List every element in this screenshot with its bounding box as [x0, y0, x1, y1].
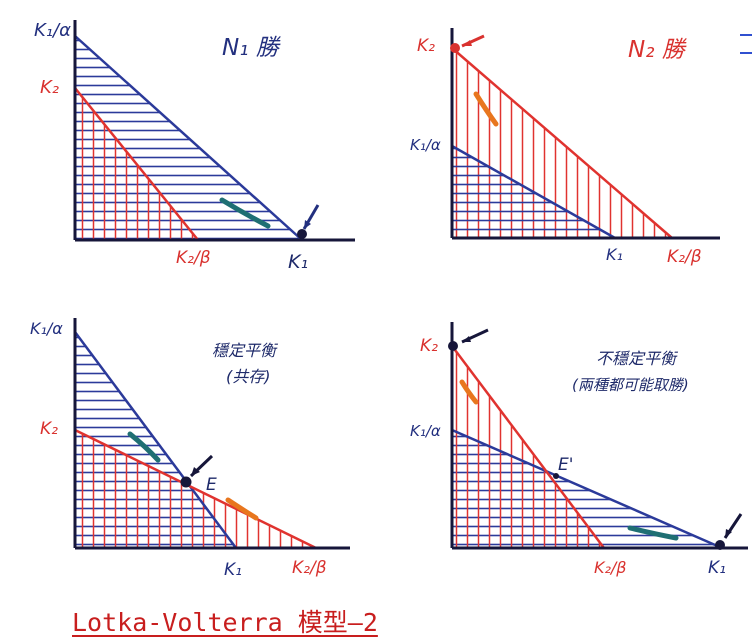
- pointer-arrowhead: [191, 467, 200, 476]
- panel-unstable-equilibrium: E' 不穩定平衡 (兩種都可能取勝) K₂ K₁/α K₂/β K₁: [410, 322, 748, 578]
- n1-isocline: [73, 331, 238, 549]
- x-label-left: K₂/β: [594, 558, 627, 577]
- trajectory-arrow-n2: [459, 379, 479, 405]
- panel-n2-wins: N₂ 勝 K₂ K₁/α K₁ K₂/β: [410, 28, 720, 267]
- panel-title: N₁ 勝: [222, 35, 282, 61]
- n1-isocline: [74, 35, 303, 241]
- unstable-point: [553, 473, 559, 479]
- y-label-lower: K₁/α: [410, 422, 441, 440]
- panel-stable-equilibrium: E 穩定平衡 (共存) K₁/α K₂ K₁ K₂/β: [30, 318, 350, 580]
- panel-title: 穩定平衡: [212, 341, 279, 360]
- n1-isocline: [451, 144, 616, 240]
- equilibrium-dot: [297, 229, 307, 239]
- n2-isocline: [74, 87, 199, 241]
- equilibrium-dot: [450, 43, 460, 53]
- panel-title: 不穩定平衡: [596, 349, 679, 368]
- x-label-right: K₂/β: [292, 558, 327, 578]
- point-label: E: [206, 475, 217, 495]
- x-label-right: K₁: [708, 558, 726, 578]
- y-label-lower: K₂: [40, 419, 58, 439]
- edge-marks: [740, 34, 752, 74]
- panel-subtitle: (兩種都可能取勝): [572, 376, 689, 394]
- trajectory-arrow-n1: [127, 431, 161, 463]
- point-label: E': [558, 455, 573, 475]
- n2-isocline: [74, 428, 317, 550]
- pointer-arrowhead-n1: [725, 529, 732, 538]
- y-label-upper: K₁/α: [30, 319, 63, 338]
- x-label-right: K₁: [288, 251, 308, 273]
- x-label-left: K₂/β: [176, 248, 211, 268]
- trajectory-arrow-n2: [225, 497, 259, 521]
- panel-n1-wins: N₁ 勝 K₁/α K₂ K₂/β K₁: [34, 20, 355, 273]
- equilibrium-point: [180, 476, 192, 488]
- panel-title: N₂ 勝: [628, 37, 688, 63]
- equilibrium-dot-n2: [448, 341, 458, 351]
- pointer-arrowhead: [462, 40, 472, 46]
- x-label-left: K₁: [224, 560, 242, 580]
- pointer-arrowhead-n2: [462, 336, 471, 342]
- y-label-lower: K₁/α: [410, 136, 441, 154]
- pointer-arrowhead: [304, 220, 311, 229]
- x-label-left: K₁: [606, 245, 623, 264]
- n1-isocline: [451, 428, 723, 550]
- y-label-upper: K₁/α: [34, 20, 71, 41]
- trajectory-arrow: [473, 91, 499, 127]
- y-label-lower: K₂: [40, 77, 59, 98]
- x-label-right: K₂/β: [667, 247, 702, 267]
- figure-caption: Lotka-Volterra 模型—2: [72, 608, 378, 637]
- y-label-upper: K₂: [420, 336, 438, 356]
- equilibrium-dot-n1: [715, 540, 725, 550]
- y-label-upper: K₂: [417, 36, 435, 56]
- trajectory-arrow: [219, 197, 271, 229]
- n2-isocline: [451, 345, 605, 549]
- n2-isocline: [451, 47, 673, 239]
- panel-subtitle: (共存): [226, 367, 271, 386]
- trajectory-arrow-n1: [627, 525, 679, 541]
